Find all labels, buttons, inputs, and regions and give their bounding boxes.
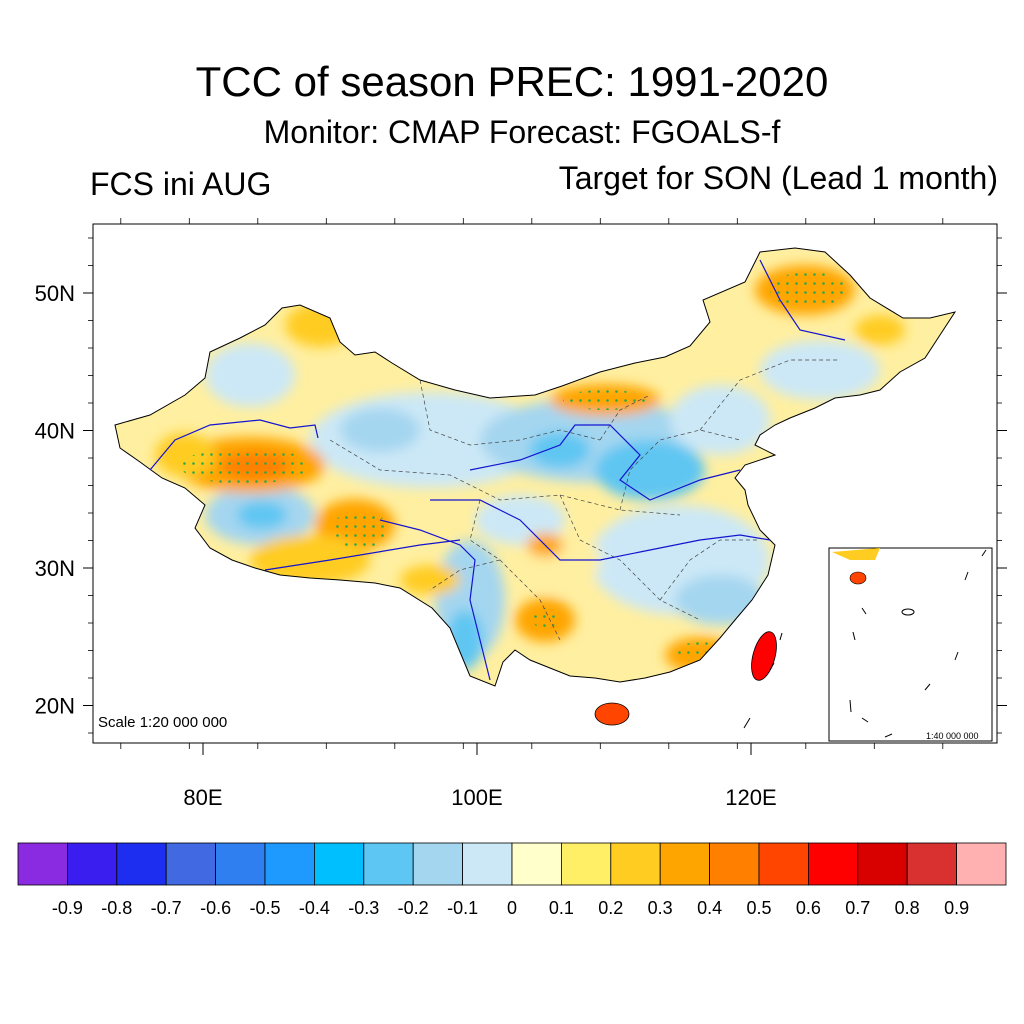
latitude-ticks: 50N 40N 30N 20N — [35, 281, 1007, 719]
hainan-island — [594, 702, 630, 726]
colorbar-box — [956, 842, 1007, 886]
colorbar-box — [808, 842, 859, 886]
colorbar-labels: -0.9 -0.8 -0.7 -0.6 -0.5 -0.4 -0.3 -0.2 -0.1 0 0.1… — [52, 898, 969, 918]
colorbar-box — [412, 842, 464, 886]
lon-tick-label: 80E — [183, 785, 222, 810]
boundary-dashes — [743, 632, 783, 729]
lat-tick-label: 50N — [35, 281, 75, 306]
left-string: FCS ini AUG — [90, 166, 272, 202]
lon-tick-label: 100E — [451, 785, 502, 810]
colorbar-box — [363, 842, 414, 886]
colorbar-label: 0.6 — [796, 898, 821, 918]
colorbar-box — [857, 842, 908, 886]
colorbar-box — [511, 842, 562, 886]
lat-tick-label: 20N — [35, 694, 75, 719]
lat-tick-label: 40N — [35, 419, 75, 444]
colorbar — [17, 842, 1007, 886]
colorbar-box — [215, 842, 266, 886]
colorbar-box — [264, 842, 315, 886]
colorbar-label: 0.5 — [746, 898, 771, 918]
colorbar-box — [758, 842, 809, 886]
lat-tick-label: 30N — [35, 556, 75, 581]
colorbar-label: -0.7 — [151, 898, 182, 918]
colorbar-label: 0 — [507, 898, 517, 918]
colorbar-label: -0.4 — [299, 898, 330, 918]
colorbar-box — [709, 842, 760, 886]
longitude-ticks: 80E 100E 120E — [183, 743, 777, 810]
colorbar-label: -0.3 — [348, 898, 379, 918]
colorbar-box — [313, 842, 365, 886]
colorbar-label: 0.3 — [648, 898, 673, 918]
colorbar-box — [17, 842, 68, 886]
colorbar-label: 0.1 — [549, 898, 574, 918]
colorbar-box — [561, 842, 612, 886]
colorbar-box — [462, 842, 513, 886]
colorbar-box — [610, 842, 661, 886]
colorbar-label: 0.8 — [895, 898, 920, 918]
colorbar-box — [67, 842, 118, 886]
inset-scale-label: 1:40 000 000 — [926, 731, 979, 741]
lon-tick-label: 120E — [725, 785, 776, 810]
colorbar-box — [659, 842, 711, 886]
south-china-sea-inset: 1:40 000 000 — [828, 547, 993, 742]
scale-label: Scale 1:20 000 000 — [98, 714, 227, 731]
colorbar-label: -0.6 — [200, 898, 231, 918]
colorbar-label: -0.8 — [101, 898, 132, 918]
colorbar-label: 0.7 — [845, 898, 870, 918]
colorbar-label: -0.9 — [52, 898, 83, 918]
province-boundaries — [329, 359, 840, 641]
colorbar-label: 0.9 — [944, 898, 969, 918]
plot-title: TCC of season PREC: 1991-2020 — [195, 58, 829, 105]
colorbar-box — [165, 842, 216, 886]
colorbar-box — [906, 842, 958, 886]
plot-subtitle: Monitor: CMAP Forecast: FGOALS-f — [263, 114, 781, 150]
colorbar-label: -0.2 — [398, 898, 429, 918]
colorbar-label: 0.2 — [598, 898, 623, 918]
colorbar-label: -0.5 — [249, 898, 280, 918]
colorbar-label: -0.1 — [447, 898, 478, 918]
right-string: Target for SON (Lead 1 month) — [558, 160, 998, 196]
colorbar-box — [116, 842, 167, 886]
rivers — [149, 259, 846, 681]
taiwan-island — [751, 631, 777, 681]
colorbar-label: 0.4 — [697, 898, 722, 918]
